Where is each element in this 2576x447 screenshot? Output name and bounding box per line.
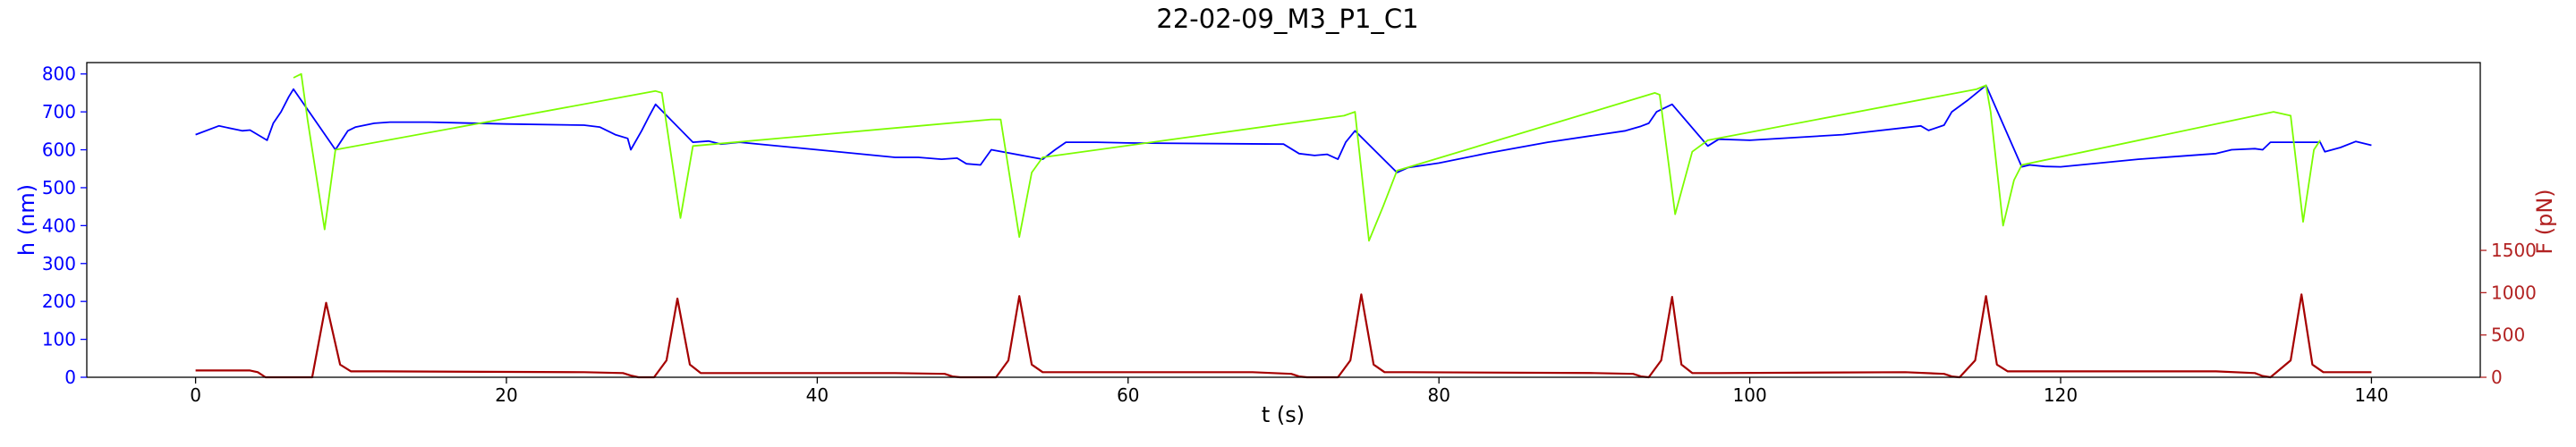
y-right-tick-label: 500 bbox=[2491, 325, 2525, 346]
x-tick-label: 140 bbox=[2354, 384, 2388, 406]
y-left-tick-label: 500 bbox=[42, 177, 76, 198]
y-right-tick-label: 1500 bbox=[2491, 240, 2537, 261]
y-right-tick-label: 0 bbox=[2491, 367, 2503, 388]
x-tick-label: 80 bbox=[1427, 384, 1450, 406]
y-left-tick-label: 300 bbox=[42, 253, 76, 274]
chart-title: 22-02-09_M3_P1_C1 bbox=[1156, 4, 1418, 34]
y-left-tick-label: 100 bbox=[42, 329, 76, 350]
y-right-tick-label: 1000 bbox=[2491, 282, 2537, 303]
plot-frame bbox=[86, 62, 2481, 378]
series-line-2 bbox=[293, 72, 2321, 242]
x-axis-title: t (s) bbox=[1262, 402, 1305, 427]
x-tick-label: 120 bbox=[2044, 384, 2078, 406]
series-line-1 bbox=[195, 84, 2372, 173]
series-line-3 bbox=[195, 293, 2372, 379]
x-tick-label: 40 bbox=[806, 384, 829, 406]
y-left-tick-label: 700 bbox=[42, 101, 76, 122]
y-left-tick-label: 400 bbox=[42, 215, 76, 236]
y-left-tick-label: 600 bbox=[42, 139, 76, 161]
x-axis: 0 20 40 60 80 100 120 140 bbox=[190, 377, 2389, 406]
plot-area bbox=[195, 72, 2372, 379]
y-axis-right: 0 500 1000 1500 bbox=[2480, 240, 2537, 388]
x-tick-label: 100 bbox=[1733, 384, 1767, 406]
y-axis-right-title: F (pN) bbox=[2532, 189, 2557, 254]
y-axis-left-title: h (nm) bbox=[14, 184, 39, 256]
y-left-tick-label: 800 bbox=[42, 63, 76, 85]
y-left-tick-label: 200 bbox=[42, 291, 76, 312]
x-tick-label: 60 bbox=[1117, 384, 1139, 406]
x-tick-label: 20 bbox=[495, 384, 517, 406]
y-left-tick-label: 0 bbox=[64, 367, 76, 388]
x-tick-label: 0 bbox=[190, 384, 201, 406]
y-axis-left: 0 100 200 300 400 500 600 700 800 bbox=[42, 63, 87, 388]
